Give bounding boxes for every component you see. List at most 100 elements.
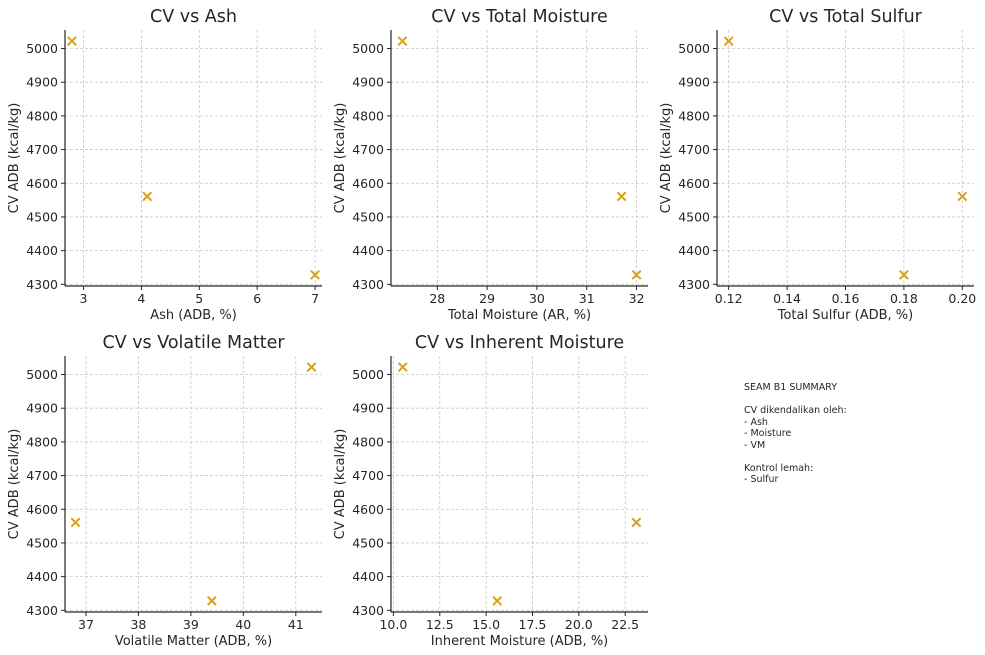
- x-axis-label: Total Sulfur (ADB, %): [777, 308, 913, 323]
- y-tick-label: 4700: [26, 142, 58, 157]
- x-tick-label: 4: [137, 291, 145, 306]
- subplot-4: 37 38 39 40 41 4300 4400 4500 4600 4700 4800 4900 50…: [7, 333, 322, 649]
- summary-weak-heading: Kontrol lemah:: [744, 462, 814, 474]
- x-tick-label: 32: [629, 291, 645, 306]
- y-tick-label: 4300: [26, 603, 58, 618]
- marker-stroke: [70, 517, 81, 528]
- x-tick-label: 38: [130, 617, 146, 632]
- marker-stroke: [631, 517, 642, 528]
- x-tick-label: 5: [195, 291, 203, 306]
- y-tick-label: 4400: [26, 569, 58, 584]
- summary-controlled-item: - Ash: [744, 416, 768, 428]
- subplot-5: 10.0 12.5 15.0 17.5 20.0 22.5 4300 4400 4500 4600…: [333, 333, 648, 649]
- y-tick-label: 5000: [352, 367, 384, 382]
- summary-controlled-item: - Moisture: [744, 428, 792, 439]
- data-point: [310, 269, 320, 280]
- subplot-3: 0.12 0.14 0.16 0.18 0.20 4300 4400 4500 4600 4700…: [659, 7, 976, 323]
- x-axis-label: Ash (ADB, %): [150, 308, 237, 323]
- y-tick-label: 4600: [352, 502, 384, 517]
- data-point: [70, 517, 81, 528]
- y-tick-label: 4600: [26, 502, 58, 517]
- x-tick-label: 41: [288, 617, 304, 632]
- y-tick-label: 4800: [26, 434, 58, 449]
- subplot-1: 3 4 5 6 7 4300 4400 4500 4600 4700 4800 4900 5000 CV …: [7, 7, 322, 323]
- y-tick-label: 5000: [26, 367, 58, 382]
- y-tick-label: 4400: [352, 569, 384, 584]
- y-tick-label: 4800: [352, 108, 384, 123]
- x-tick-label: 40: [235, 617, 251, 632]
- y-tick-label: 4900: [678, 75, 710, 90]
- y-tick-label: 4700: [678, 142, 710, 157]
- x-tick-label: 37: [78, 617, 94, 632]
- data-point: [492, 595, 503, 606]
- marker-stroke: [723, 36, 734, 47]
- y-tick-label: 4600: [26, 176, 58, 191]
- marker-stroke: [898, 269, 909, 280]
- x-tick-label: 20.0: [565, 617, 593, 632]
- y-axis-label: CV ADB (kcal/kg): [659, 103, 674, 214]
- marker-stroke: [306, 362, 317, 373]
- x-tick-label: 6: [253, 291, 261, 306]
- y-tick-label: 4600: [678, 176, 710, 191]
- data-point: [397, 362, 408, 373]
- summary-title: SEAM B1 SUMMARY: [744, 382, 838, 393]
- x-tick-label: 29: [479, 291, 495, 306]
- x-tick-label: 39: [183, 617, 199, 632]
- y-tick-label: 4300: [26, 277, 58, 292]
- data-point: [306, 362, 317, 373]
- y-tick-label: 4300: [678, 277, 710, 292]
- marker-stroke: [492, 595, 503, 606]
- data-point: [67, 36, 77, 47]
- x-axis-label: Volatile Matter (ADB, %): [115, 634, 272, 649]
- y-tick-label: 4500: [352, 535, 384, 550]
- y-tick-label: 4800: [352, 434, 384, 449]
- y-tick-label: 4700: [352, 468, 384, 483]
- marker-stroke: [67, 36, 77, 47]
- chart-title: CV vs Inherent Moisture: [415, 333, 624, 353]
- y-tick-label: 5000: [678, 41, 710, 56]
- x-tick-label: 3: [80, 291, 88, 306]
- marker-stroke: [206, 595, 217, 606]
- data-point: [898, 269, 909, 280]
- x-tick-label: 10.0: [379, 617, 407, 632]
- data-point: [631, 517, 642, 528]
- summary-controlled-item: - VM: [744, 439, 766, 451]
- y-tick-label: 4700: [352, 142, 384, 157]
- data-point: [723, 36, 734, 47]
- chart-title: CV vs Total Moisture: [431, 7, 608, 27]
- marker-stroke: [397, 36, 408, 47]
- y-axis-label: CV ADB (kcal/kg): [333, 103, 348, 214]
- y-axis-label: CV ADB (kcal/kg): [7, 429, 22, 540]
- y-tick-label: 4500: [678, 209, 710, 224]
- y-axis-label: CV ADB (kcal/kg): [7, 103, 22, 214]
- x-axis-label: Inherent Moisture (ADB, %): [431, 634, 609, 649]
- x-tick-label: 22.5: [611, 617, 639, 632]
- data-point: [206, 595, 217, 606]
- x-tick-label: 15.0: [472, 617, 500, 632]
- y-tick-label: 4500: [26, 209, 58, 224]
- x-tick-label: 0.16: [832, 291, 860, 306]
- data-point: [957, 191, 968, 202]
- x-axis-label: Total Moisture (AR, %): [447, 308, 591, 323]
- y-tick-label: 4900: [352, 401, 384, 416]
- marker-stroke: [616, 191, 627, 202]
- x-tick-label: 0.20: [948, 291, 976, 306]
- y-tick-label: 4400: [26, 243, 58, 258]
- x-tick-label: 0.14: [773, 291, 801, 306]
- y-tick-label: 4700: [26, 468, 58, 483]
- y-tick-label: 4400: [352, 243, 384, 258]
- marker-stroke: [310, 269, 320, 280]
- data-point: [631, 269, 642, 280]
- data-point: [142, 191, 153, 202]
- data-point: [616, 191, 627, 202]
- y-tick-label: 4900: [26, 401, 58, 416]
- y-tick-label: 4300: [352, 277, 384, 292]
- chart-title: CV vs Ash: [150, 7, 237, 27]
- y-tick-label: 4800: [26, 108, 58, 123]
- marker-stroke: [957, 191, 968, 202]
- marker-stroke: [142, 191, 153, 202]
- data-point: [397, 36, 408, 47]
- chart-title: CV vs Volatile Matter: [102, 333, 285, 353]
- x-tick-label: 12.5: [426, 617, 454, 632]
